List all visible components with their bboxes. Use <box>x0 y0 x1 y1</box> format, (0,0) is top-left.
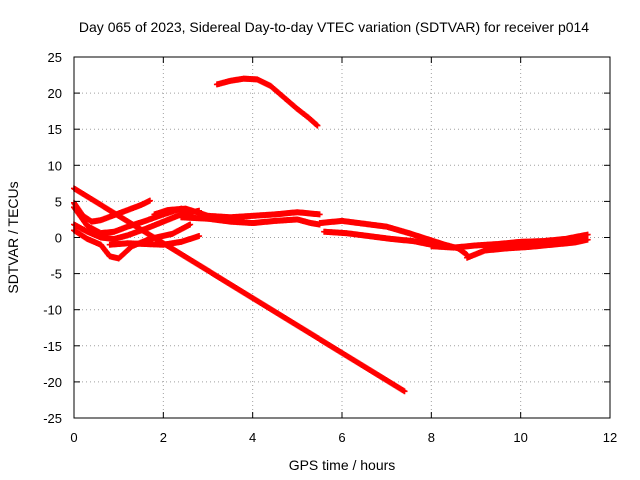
series-arc-i <box>321 228 435 248</box>
series-arc-k <box>464 236 591 261</box>
series-arc-f <box>151 205 323 221</box>
x-axis-label: GPS time / hours <box>289 457 396 473</box>
series-arc-high <box>213 75 321 129</box>
y-tick-label: -25 <box>43 411 62 426</box>
x-tick-label: 6 <box>338 430 345 445</box>
y-tick-label: -15 <box>43 339 62 354</box>
data-point <box>584 231 591 238</box>
y-tick-label: 0 <box>55 231 62 246</box>
y-tick-label: -10 <box>43 303 62 318</box>
series-arc-e <box>106 233 203 248</box>
data-point <box>316 211 323 218</box>
series-arc-g <box>178 214 323 228</box>
y-tick-label: 5 <box>55 194 62 209</box>
series-isolated <box>71 185 408 395</box>
data-point <box>196 233 203 240</box>
y-tick-label: 25 <box>48 50 62 65</box>
y-axis-label: SDTVAR / TECUs <box>5 181 21 293</box>
y-tick-label: -20 <box>43 375 62 390</box>
x-tick-label: 4 <box>249 430 256 445</box>
data-point <box>146 197 153 204</box>
data-point <box>584 236 591 243</box>
axis-ticks: 0 2 4 6 8 10 12 -25 -20 -15 -10 -5 0 5 10 15 20 25 <box>43 50 617 445</box>
x-tick-label: 12 <box>603 430 617 445</box>
x-tick-label: 2 <box>160 430 167 445</box>
data-point <box>401 388 408 395</box>
data-point <box>187 221 194 228</box>
chart-title: Day 065 of 2023, Sidereal Day-to-day VTE… <box>79 19 589 35</box>
y-tick-label: 15 <box>48 122 62 137</box>
y-tick-label: 20 <box>48 86 62 101</box>
y-tick-label: 10 <box>48 158 62 173</box>
x-tick-label: 8 <box>428 430 435 445</box>
data-point <box>314 122 321 129</box>
x-tick-label: 0 <box>70 430 77 445</box>
grid <box>74 57 610 418</box>
x-tick-label: 10 <box>513 430 527 445</box>
data-points <box>71 75 591 395</box>
y-tick-label: -5 <box>50 267 62 282</box>
